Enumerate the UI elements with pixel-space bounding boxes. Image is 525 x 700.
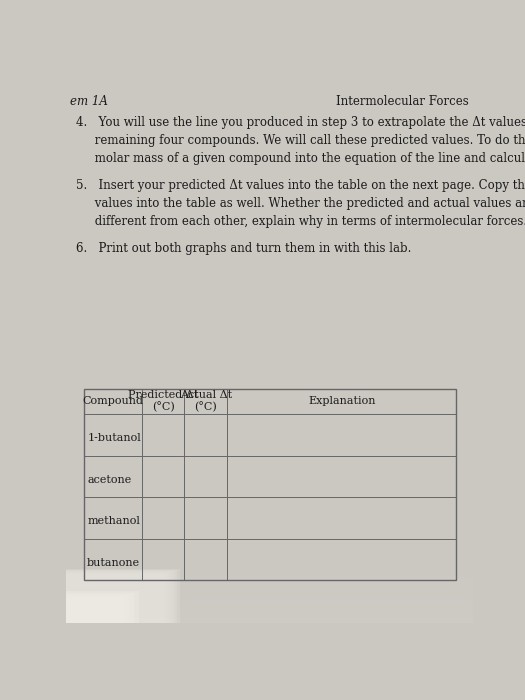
Bar — [66, 540, 472, 543]
Bar — [66, 575, 157, 623]
Bar — [66, 575, 472, 577]
Bar — [66, 612, 90, 623]
Bar — [66, 578, 150, 623]
Text: butanone: butanone — [87, 557, 140, 568]
Bar — [66, 581, 139, 623]
Bar — [66, 621, 472, 623]
Bar — [66, 553, 472, 555]
Bar — [66, 606, 104, 623]
Text: remaining four compounds. We will call these predicted values. To do this, plug : remaining four compounds. We will call t… — [76, 134, 525, 147]
Bar — [66, 545, 472, 548]
Bar — [66, 587, 472, 589]
Bar — [66, 543, 472, 545]
Bar — [66, 579, 145, 623]
Bar — [66, 578, 148, 623]
Bar — [66, 596, 472, 598]
Bar — [66, 575, 159, 623]
Bar — [66, 571, 173, 623]
Bar — [66, 582, 132, 623]
Bar — [66, 608, 472, 611]
Bar — [66, 577, 152, 623]
Bar — [66, 577, 472, 580]
Bar — [66, 573, 166, 623]
Bar — [66, 583, 130, 623]
Bar — [66, 615, 85, 623]
Bar — [66, 576, 154, 623]
Bar — [66, 580, 143, 623]
Bar — [66, 580, 141, 623]
Bar — [66, 591, 139, 623]
Bar — [66, 617, 80, 623]
Bar — [66, 606, 472, 608]
Text: different from each other, explain why in terms of intermolecular forces.: different from each other, explain why i… — [76, 215, 525, 228]
Bar — [66, 597, 124, 623]
Text: acetone: acetone — [87, 475, 131, 485]
Bar — [66, 589, 472, 591]
Bar — [66, 619, 76, 623]
Bar — [66, 531, 472, 533]
Bar — [66, 595, 129, 623]
Bar — [66, 582, 134, 623]
Bar — [66, 584, 472, 587]
Bar — [66, 618, 472, 621]
Bar — [66, 567, 472, 570]
Bar — [66, 573, 164, 623]
Text: Intermolecular Forces: Intermolecular Forces — [335, 94, 468, 108]
Bar — [66, 621, 70, 623]
Bar — [66, 582, 136, 623]
Bar — [66, 548, 472, 550]
Bar — [66, 616, 472, 618]
Bar — [66, 584, 125, 623]
Text: 5.   Insert your predicted Δt values into the table on the next page. Copy the a: 5. Insert your predicted Δt values into … — [76, 179, 525, 193]
Text: methanol: methanol — [87, 516, 140, 526]
Bar — [66, 610, 95, 623]
Text: Predicted Δt
(°C): Predicted Δt (°C) — [128, 391, 198, 412]
Bar — [66, 536, 472, 538]
Bar — [66, 592, 472, 594]
Text: 6.   Print out both graphs and turn them in with this lab.: 6. Print out both graphs and turn them i… — [76, 242, 411, 256]
Text: 1-butanol: 1-butanol — [87, 433, 141, 443]
Bar — [66, 608, 100, 623]
Bar — [66, 570, 175, 623]
Bar — [66, 560, 472, 562]
Bar — [66, 570, 472, 572]
Text: Actual Δt
(°C): Actual Δt (°C) — [180, 391, 232, 412]
Bar — [66, 569, 180, 623]
Bar — [66, 562, 472, 565]
Bar — [66, 574, 161, 623]
Bar — [66, 550, 472, 553]
Bar — [66, 594, 472, 596]
Bar — [66, 584, 127, 623]
Bar — [66, 601, 114, 623]
Text: Explanation: Explanation — [308, 396, 375, 407]
Bar — [66, 573, 168, 623]
Bar — [66, 599, 119, 623]
Text: values into the table as well. Whether the predicted and actual values are close: values into the table as well. Whether t… — [76, 197, 525, 210]
Bar — [66, 570, 177, 623]
Text: Compound: Compound — [82, 396, 143, 407]
Bar — [66, 582, 472, 584]
Bar — [66, 603, 472, 606]
Bar — [84, 389, 456, 580]
Bar — [66, 572, 171, 623]
Bar — [66, 603, 110, 623]
Bar — [66, 538, 472, 540]
Bar — [66, 533, 472, 536]
Bar — [66, 555, 472, 557]
Bar — [66, 580, 472, 582]
Text: molar mass of a given compound into the equation of the line and calculate y.: molar mass of a given compound into the … — [76, 152, 525, 165]
Text: em 1A: em 1A — [70, 94, 108, 108]
Bar — [66, 601, 472, 603]
Text: 4.   You will use the line you produced in step 3 to extrapolate the Δt values o: 4. You will use the line you produced in… — [76, 116, 525, 130]
Bar — [66, 593, 134, 623]
Bar — [66, 613, 472, 616]
Bar — [66, 565, 472, 567]
Bar — [66, 528, 472, 531]
Bar — [66, 557, 472, 560]
Bar — [66, 598, 472, 601]
Bar — [66, 572, 472, 575]
Bar — [66, 611, 472, 613]
Bar — [66, 526, 472, 528]
